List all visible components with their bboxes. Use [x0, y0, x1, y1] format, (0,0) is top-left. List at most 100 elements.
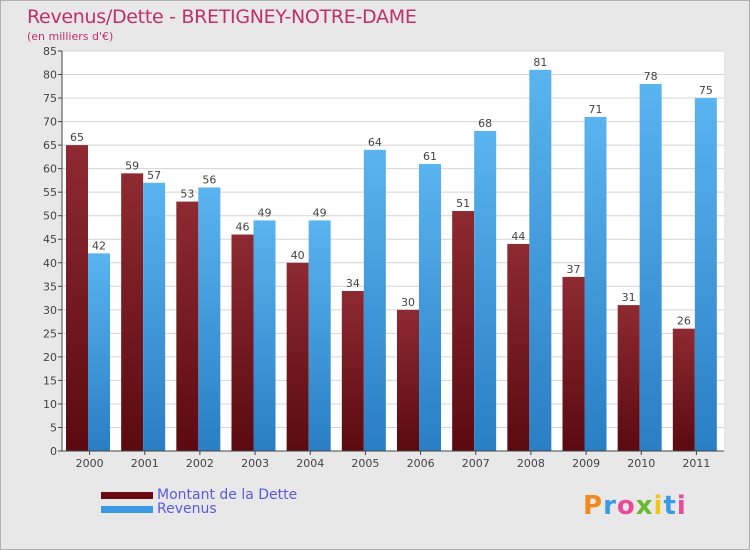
x-tick-label: 2005: [351, 457, 379, 470]
bar-debt: [231, 234, 254, 451]
logo-letter: t: [663, 491, 677, 521]
bar-debt: [507, 243, 530, 451]
bar-revenus: [474, 131, 497, 451]
chart-subtitle: (en milliers d'€): [27, 30, 114, 43]
x-tick-label: 2002: [186, 457, 214, 470]
bar-debt: [617, 305, 640, 451]
y-tick-label: 45: [43, 233, 57, 246]
bar-debt: [341, 291, 364, 451]
data-label-debt: 46: [236, 221, 250, 234]
data-label-revenus: 68: [478, 117, 492, 130]
bar-revenus: [88, 253, 110, 451]
data-label-revenus: 81: [533, 56, 547, 69]
bar-debt: [562, 276, 585, 451]
bar-debt: [452, 211, 475, 451]
bar-revenus: [529, 69, 552, 451]
data-label-debt: 53: [180, 188, 194, 201]
data-label-debt: 40: [291, 249, 305, 262]
bar-revenus: [419, 163, 441, 452]
chart-title: Revenus/Dette - BRETIGNEY-NOTRE-DAME: [27, 6, 417, 28]
legend-swatch-revenus: [101, 505, 153, 513]
x-tick-label: 2007: [462, 457, 490, 470]
logo-letter: i: [653, 491, 664, 521]
bar-revenus: [584, 116, 607, 451]
bars: [66, 69, 717, 452]
data-label-revenus: 49: [258, 206, 272, 219]
y-tick-label: 65: [43, 139, 57, 152]
y-tick-label: 20: [43, 351, 57, 364]
data-label-revenus: 71: [589, 103, 603, 116]
data-label-revenus: 57: [147, 169, 161, 182]
bar-debt: [286, 262, 309, 451]
data-label-revenus: 56: [202, 173, 216, 186]
x-tick-label: 2006: [407, 457, 435, 470]
y-tick-label: 10: [43, 398, 57, 411]
y-tick-label: 25: [43, 327, 57, 340]
axes: 0 5 10 15 20 25 30 35 40 45 50 55 60 65 70 75 80 85 2000 20…: [43, 45, 724, 470]
data-label-revenus: 64: [368, 136, 382, 149]
data-label-debt: 44: [511, 230, 525, 243]
logo-letter: o: [616, 491, 636, 521]
y-tick-label: 40: [43, 257, 57, 270]
y-tick-label: 50: [43, 210, 57, 223]
bar-debt: [672, 328, 695, 451]
bar-revenus: [639, 83, 662, 452]
y-tick-label: 85: [43, 45, 57, 58]
y-tick-label: 80: [43, 69, 57, 82]
data-label-revenus: 61: [423, 150, 437, 163]
proxiti-logo: Proxiti: [583, 491, 687, 521]
bar-revenus: [198, 187, 221, 451]
bar-revenus: [363, 149, 386, 451]
grid: [62, 50, 724, 452]
x-tick-label: 2003: [241, 457, 269, 470]
data-label-revenus: 42: [92, 239, 106, 252]
legend-label-revenus: Revenus: [157, 501, 217, 517]
data-label-debt: 26: [677, 315, 691, 328]
y-tick-label: 0: [50, 445, 57, 458]
y-tick-label: 30: [43, 304, 57, 317]
logo-letter: P: [583, 491, 604, 521]
legend-item-revenus: Revenus: [101, 501, 217, 517]
x-tick-label: 2008: [517, 457, 545, 470]
x-tick-label: 2011: [682, 457, 710, 470]
bar-debt: [397, 309, 419, 451]
logo-letter: x: [635, 491, 654, 521]
x-tick-label: 2001: [131, 457, 159, 470]
x-tick-label: 2010: [627, 457, 655, 470]
data-label-debt: 30: [401, 296, 415, 309]
logo-letter: r: [603, 491, 617, 521]
y-tick-label: 15: [43, 374, 57, 387]
plot-area: [62, 51, 724, 451]
x-tick-label: 2000: [76, 457, 104, 470]
bar-revenus: [308, 220, 331, 451]
legend-item-debt: Montant de la Dette: [101, 487, 298, 503]
y-tick-label: 60: [43, 163, 57, 176]
x-tick-label: 2009: [572, 457, 600, 470]
data-labels: 65 42 59 57 53 56 46 49 40 49 34 64 30 61 51 68 44 81 37 71…: [70, 56, 713, 328]
data-label-debt: 31: [622, 291, 636, 304]
data-label-revenus: 78: [644, 70, 658, 83]
y-tick-label: 5: [50, 421, 57, 434]
data-label-debt: 37: [567, 263, 581, 276]
y-tick-label: 55: [43, 186, 57, 199]
y-tick-label: 35: [43, 280, 57, 293]
data-label-revenus: 75: [699, 84, 713, 97]
legend-swatch-debt: [101, 491, 153, 499]
bar-revenus: [143, 182, 166, 451]
logo-letter: i: [676, 491, 687, 521]
bar-debt: [66, 145, 88, 451]
data-label-debt: 65: [70, 131, 84, 144]
bar-debt: [121, 173, 144, 451]
legend-label-debt: Montant de la Dette: [157, 487, 298, 503]
data-label-revenus: 49: [313, 206, 327, 219]
data-label-debt: 59: [125, 159, 139, 172]
bar-revenus: [253, 220, 276, 451]
y-tick-label: 75: [43, 92, 57, 105]
y-tick-label: 70: [43, 116, 57, 129]
bar-revenus: [694, 98, 717, 451]
x-tick-label: 2004: [296, 457, 324, 470]
data-label-debt: 34: [346, 277, 360, 290]
bar-debt: [176, 201, 199, 451]
